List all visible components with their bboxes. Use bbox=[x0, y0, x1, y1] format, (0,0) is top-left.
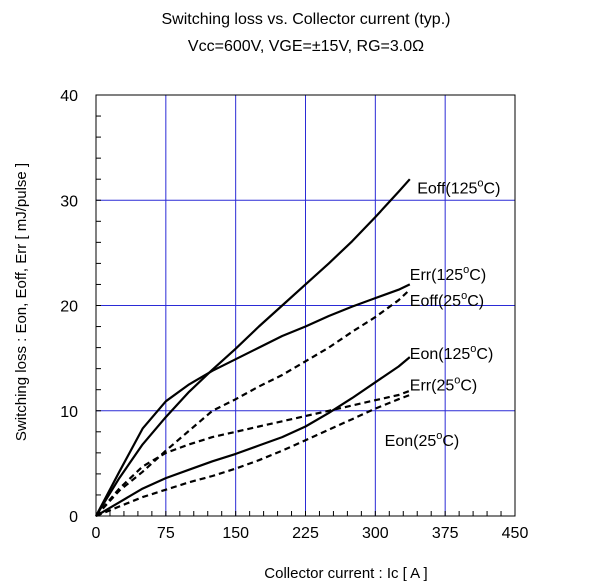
series-line bbox=[95, 178, 411, 517]
series-label: Eon(125oC) bbox=[410, 343, 494, 363]
x-tick-label: 300 bbox=[362, 525, 389, 542]
plot-area-frame bbox=[95, 94, 516, 517]
x-axis-label: Collector current : Ic [ A ] bbox=[264, 565, 427, 582]
y-tick-label: 10 bbox=[60, 404, 78, 421]
grid-lines bbox=[96, 95, 515, 516]
chart-title: Switching loss vs. Collector current (ty… bbox=[162, 11, 451, 28]
x-tick-label: 0 bbox=[92, 525, 101, 542]
y-tick-label: 20 bbox=[60, 299, 78, 316]
chart-subtitle: Vcc=600V, VGE=±15V, RG=3.0Ω bbox=[188, 38, 424, 55]
series-line bbox=[95, 288, 411, 517]
series-line bbox=[95, 393, 411, 518]
y-tick-labels: 0 10 20 30 40 bbox=[60, 88, 78, 526]
x-tick-label: 75 bbox=[157, 525, 175, 542]
series-label: Eoff(25oC) bbox=[410, 290, 484, 310]
series-label: Eoff(125oC) bbox=[417, 178, 500, 198]
series-line bbox=[95, 356, 411, 517]
y-tick-label: 40 bbox=[60, 88, 78, 105]
series-label: Eon(25oC) bbox=[385, 430, 460, 450]
y-tick-label: 0 bbox=[69, 509, 78, 526]
series-labels: Eoff(125oC) Err(125oC) Eoff(25oC) Eon(125oC… bbox=[385, 178, 501, 451]
x-tick-label: 150 bbox=[222, 525, 249, 542]
y-tick-label: 30 bbox=[60, 193, 78, 210]
minor-ticks bbox=[95, 94, 516, 517]
series-lines bbox=[95, 178, 411, 518]
x-tick-label: 225 bbox=[292, 525, 319, 542]
x-tick-labels: 0 75 150 225 300 375 450 bbox=[92, 525, 529, 542]
series-line bbox=[95, 283, 411, 517]
series-label: Err(125oC) bbox=[410, 264, 486, 284]
series-label: Err(25oC) bbox=[410, 374, 477, 394]
y-axis-label: Switching loss : Eon, Eoff, Err [ mJ/pul… bbox=[13, 163, 30, 441]
x-tick-label: 450 bbox=[502, 525, 529, 542]
series-line bbox=[95, 389, 411, 517]
x-tick-label: 375 bbox=[432, 525, 459, 542]
